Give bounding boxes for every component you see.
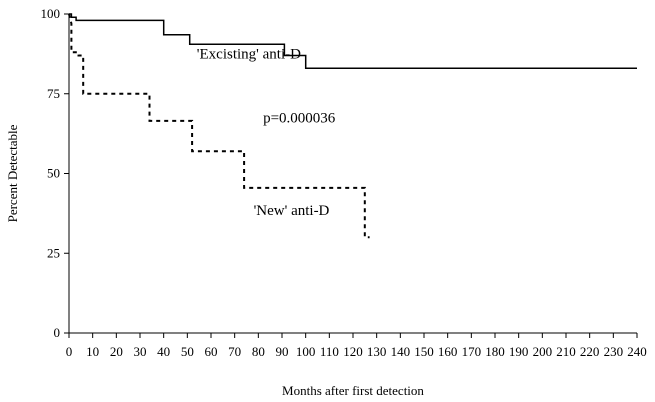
x-tick-label: 170 bbox=[462, 344, 482, 359]
x-tick-label: 20 bbox=[110, 344, 123, 359]
x-tick-label: 160 bbox=[438, 344, 458, 359]
y-tick-label: 75 bbox=[47, 86, 60, 101]
x-tick-label: 240 bbox=[627, 344, 647, 359]
x-ticks: 0 10 20 30 40 50 60 70 80 90 100 110 120 130 140 150 160… bbox=[66, 333, 647, 359]
x-tick-label: 80 bbox=[252, 344, 265, 359]
x-tick-label: 40 bbox=[157, 344, 170, 359]
x-tick-label: 0 bbox=[66, 344, 73, 359]
x-tick-label: 200 bbox=[533, 344, 553, 359]
annotations: 'Excisting' anti-D p=0.000036 'New' anti-D bbox=[197, 47, 336, 219]
x-tick-label: 100 bbox=[296, 344, 316, 359]
x-axis-title: Months after first detection bbox=[282, 383, 424, 398]
x-tick-label: 10 bbox=[86, 344, 99, 359]
x-tick-label: 140 bbox=[391, 344, 411, 359]
annotation-label: p=0.000036 bbox=[263, 110, 336, 126]
y-ticks: 0 25 50 75 100 bbox=[41, 6, 69, 340]
x-tick-label: 180 bbox=[485, 344, 505, 359]
x-tick-label: 230 bbox=[604, 344, 624, 359]
x-tick-label: 30 bbox=[134, 344, 147, 359]
y-tick-label: 100 bbox=[41, 6, 61, 21]
series-line-existing-anti-d bbox=[69, 13, 637, 69]
x-tick-label: 120 bbox=[343, 344, 363, 359]
x-tick-label: 90 bbox=[276, 344, 289, 359]
x-tick-label: 210 bbox=[556, 344, 576, 359]
x-tick-label: 110 bbox=[320, 344, 339, 359]
x-tick-label: 60 bbox=[205, 344, 218, 359]
axes: 0 25 50 75 100 0 10 20 30 40 50 60 70 80 90 100 110 120 1… bbox=[41, 6, 647, 359]
y-tick-label: 25 bbox=[47, 245, 60, 260]
series-line-new-anti-d bbox=[68, 13, 370, 239]
x-tick-label: 190 bbox=[509, 344, 529, 359]
annotation-label: 'New' anti-D bbox=[254, 203, 330, 219]
y-tick-label: 50 bbox=[47, 166, 60, 181]
y-axis-title: Percent Detectable bbox=[5, 124, 20, 222]
x-tick-label: 150 bbox=[414, 344, 434, 359]
x-tick-label: 130 bbox=[367, 344, 387, 359]
y-tick-label: 0 bbox=[54, 325, 61, 340]
x-tick-label: 220 bbox=[580, 344, 600, 359]
annotation-label: 'Excisting' anti-D bbox=[197, 47, 301, 63]
series-group bbox=[68, 13, 637, 239]
x-tick-label: 50 bbox=[181, 344, 194, 359]
x-tick-label: 70 bbox=[228, 344, 241, 359]
